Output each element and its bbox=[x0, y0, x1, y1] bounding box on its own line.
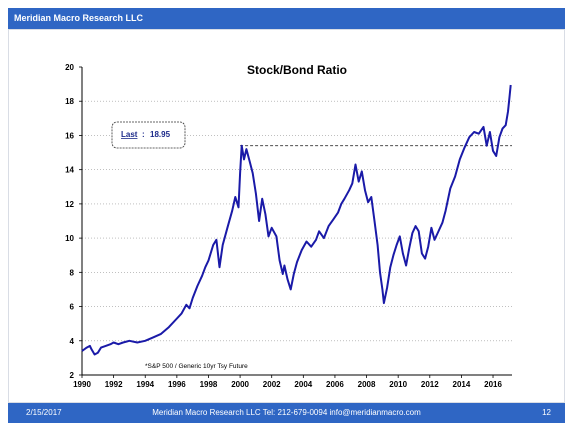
x-tick-label: 2016 bbox=[484, 380, 502, 389]
x-tick-label: 1998 bbox=[200, 380, 218, 389]
x-tick-label: 2000 bbox=[231, 380, 249, 389]
y-tick-label: 18 bbox=[65, 97, 74, 106]
x-tick-label: 1994 bbox=[136, 380, 154, 389]
x-tick-label: 2004 bbox=[294, 380, 312, 389]
last-value-colon: : bbox=[142, 130, 145, 139]
x-tick-label: 2014 bbox=[453, 380, 471, 389]
y-tick-label: 2 bbox=[70, 371, 75, 380]
header-company-name: Meridian Macro Research LLC bbox=[14, 13, 144, 23]
y-tick-label: 14 bbox=[65, 166, 74, 175]
y-tick-label: 12 bbox=[65, 200, 74, 209]
x-tick-label: 2010 bbox=[389, 380, 407, 389]
chart-footnote: *S&P 500 / Generic 10yr Tsy Future bbox=[145, 363, 248, 370]
last-value-number: 18.95 bbox=[150, 130, 171, 139]
y-tick-label: 16 bbox=[65, 131, 74, 140]
y-tick-label: 8 bbox=[70, 268, 75, 277]
y-tick-label: 20 bbox=[65, 63, 74, 72]
header-bar: Meridian Macro Research LLC bbox=[8, 8, 565, 29]
footer-page-number: 12 bbox=[542, 408, 551, 417]
x-tick-label: 2012 bbox=[421, 380, 439, 389]
y-tick-label: 6 bbox=[70, 303, 75, 312]
last-value-box bbox=[111, 121, 186, 149]
y-tick-label: 10 bbox=[65, 234, 74, 243]
last-value-label: Last bbox=[121, 130, 138, 139]
x-tick-label: 2002 bbox=[263, 380, 281, 389]
footer-date: 2/15/2017 bbox=[26, 408, 62, 417]
series-line-stock-bond-ratio bbox=[81, 84, 512, 356]
y-tick-label: 4 bbox=[70, 337, 75, 346]
footer-contact: Meridian Macro Research LLC Tel: 212-679… bbox=[152, 408, 421, 417]
chart-title: Stock/Bond Ratio bbox=[247, 63, 347, 77]
x-tick-label: 1990 bbox=[73, 380, 91, 389]
footer-bar: 2/15/2017 Meridian Macro Research LLC Te… bbox=[8, 403, 565, 423]
x-tick-label: 1996 bbox=[168, 380, 186, 389]
x-tick-label: 1992 bbox=[105, 380, 123, 389]
x-tick-label: 2008 bbox=[358, 380, 376, 389]
x-tick-label: 2006 bbox=[326, 380, 344, 389]
